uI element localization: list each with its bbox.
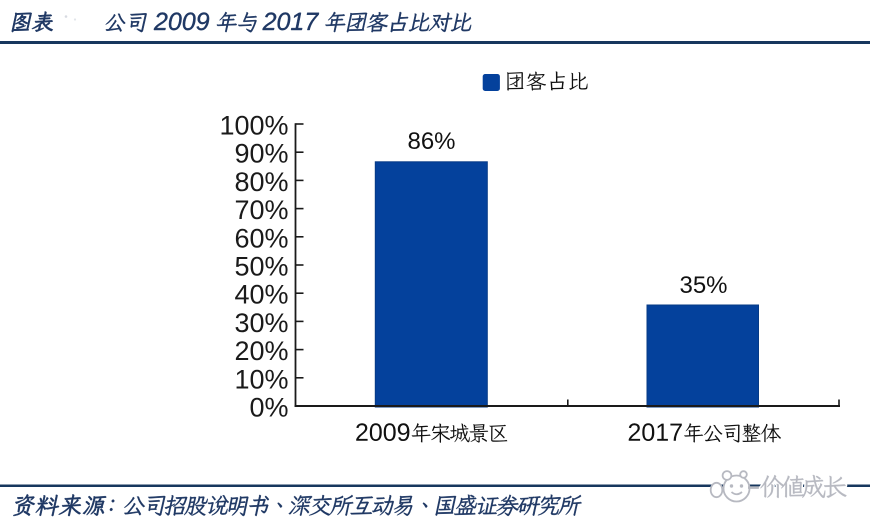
svg-text:40%: 40% — [234, 280, 288, 310]
svg-text:60%: 60% — [234, 223, 288, 253]
svg-text:70%: 70% — [234, 195, 288, 225]
svg-text:90%: 90% — [234, 139, 288, 169]
svg-text:50%: 50% — [234, 252, 288, 282]
svg-text:100%: 100% — [219, 111, 288, 141]
svg-text:86%: 86% — [407, 128, 455, 155]
svg-text:10%: 10% — [234, 364, 288, 394]
svg-text:80%: 80% — [234, 167, 288, 197]
svg-text:0%: 0% — [249, 393, 288, 423]
svg-text:30%: 30% — [234, 308, 288, 338]
svg-text:35%: 35% — [679, 272, 727, 299]
svg-text:20%: 20% — [234, 336, 288, 366]
